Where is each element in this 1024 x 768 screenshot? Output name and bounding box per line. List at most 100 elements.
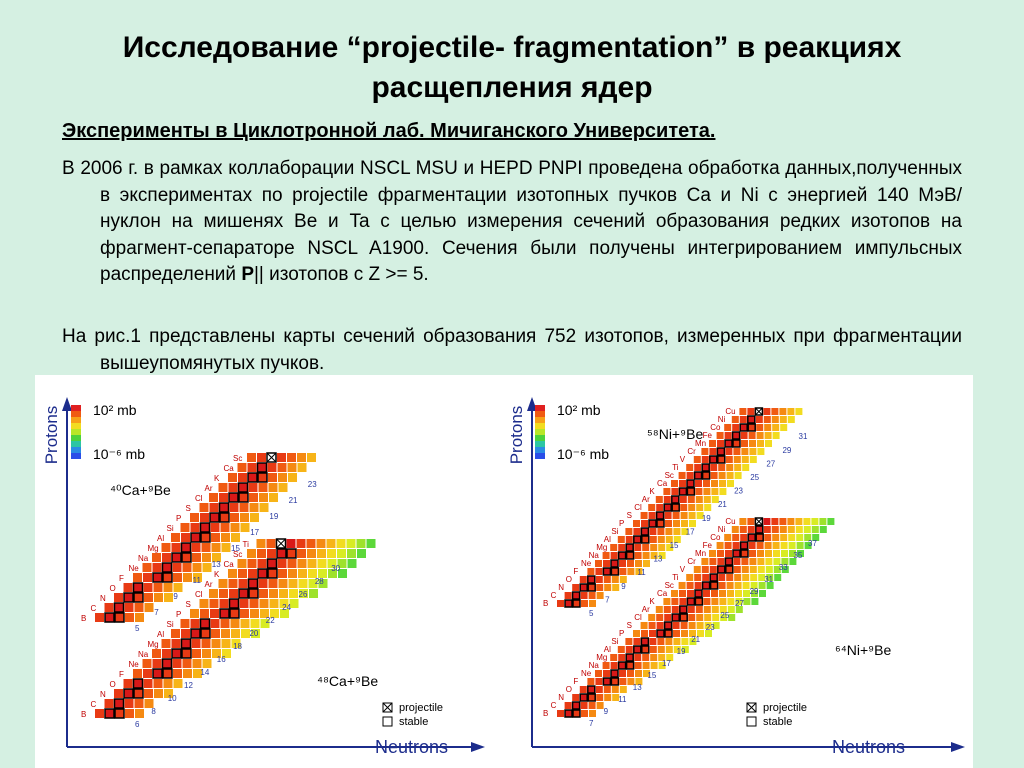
isotope-cell [222, 649, 231, 658]
element-label: P [619, 629, 624, 638]
isotope-cell [804, 534, 812, 541]
isotope-cell [588, 702, 596, 709]
isotope-cell [726, 574, 734, 581]
isotope-cell [143, 669, 152, 678]
isotope-cell [734, 574, 742, 581]
isotope-cell [268, 579, 278, 588]
isotope-cell [679, 496, 687, 503]
isotope-cell [711, 488, 719, 495]
isotope-cell [724, 439, 733, 448]
neutron-number: 5 [589, 609, 594, 618]
neutron-number: 5 [135, 624, 140, 633]
isotope-cell [657, 528, 665, 535]
isotope-cell [237, 482, 249, 493]
neutron-number: 7 [589, 719, 594, 728]
isotope-cell [747, 423, 756, 432]
isotope-cell [640, 637, 650, 646]
isotope-cell [724, 424, 732, 431]
isotope-cell [258, 483, 268, 492]
element-label: Ca [657, 589, 668, 598]
isotope-cell [144, 593, 153, 602]
element-label: Ar [642, 495, 650, 504]
isotope-cell [210, 523, 220, 532]
isotope-cell [338, 569, 347, 578]
isotope-cell [617, 646, 625, 653]
isotope-cell [627, 670, 634, 677]
isotope-cell [731, 431, 741, 440]
isotope-cell [711, 590, 718, 597]
right-x-arrow-icon [951, 742, 965, 752]
isotope-cell [727, 606, 735, 613]
isotope-cell [751, 598, 759, 605]
element-label: Si [611, 637, 618, 646]
isotope-cell [230, 513, 239, 522]
isotope-cell [237, 463, 247, 472]
neutron-number: 13 [212, 560, 221, 569]
isotope-cell [696, 504, 704, 511]
isotope-cell [212, 553, 221, 562]
paragraph-1-bold: P [241, 264, 254, 285]
isotope-cell [701, 558, 709, 565]
isotope-cell [610, 567, 620, 576]
isotope-cell [611, 686, 619, 693]
isotope-cell [211, 543, 221, 552]
isotope-cell [201, 639, 211, 648]
isotope-cell [587, 583, 596, 592]
isotope-cell [673, 528, 681, 535]
left-x-arrow-icon [471, 742, 485, 752]
isotope-cell [618, 544, 626, 551]
isotope-cell [309, 589, 318, 598]
element-label: Mn [695, 439, 706, 448]
neutron-number: 27 [766, 459, 775, 468]
isotope-cell [200, 532, 211, 543]
isotope-cell [811, 518, 819, 525]
element-label: Ti [672, 463, 679, 472]
isotope-cell [688, 622, 696, 629]
isotope-cell [679, 605, 688, 614]
isotope-cell [248, 588, 259, 599]
paragraph-1-text-b: || изотопов с Z >= 5. [254, 264, 429, 285]
isotope-cell [757, 440, 764, 447]
isotope-cell [161, 562, 173, 573]
isotope-cell [610, 669, 619, 678]
isotope-cell [144, 699, 154, 708]
isotope-cell [191, 639, 201, 648]
isotope-cell [306, 539, 316, 548]
isotope-cell [277, 463, 287, 472]
isotope-cell [703, 496, 711, 503]
isotope-cell [787, 416, 795, 423]
neutron-number: 17 [686, 527, 695, 536]
isotope-cell [172, 659, 182, 668]
element-label: N [558, 583, 564, 592]
isotope-cell [678, 472, 686, 479]
isotope-cell [765, 550, 772, 557]
isotope-cell [133, 592, 144, 603]
isotope-cell [780, 424, 788, 431]
element-label: V [680, 455, 686, 464]
isotope-cell [656, 519, 665, 528]
isotope-cell [579, 693, 588, 702]
isotope-cell [152, 563, 162, 572]
isotope-cell [756, 432, 764, 439]
isotope-cell [789, 558, 797, 565]
isotope-cell [604, 694, 612, 701]
isotope-cell [658, 544, 666, 551]
isotope-cell [725, 456, 733, 463]
isotope-cell [749, 456, 757, 463]
isotope-cell [610, 654, 618, 661]
isotope-cell [164, 593, 173, 602]
element-label: Ca [224, 464, 235, 473]
isotope-cell [663, 503, 672, 512]
element-label: P [176, 514, 181, 523]
isotope-cell [611, 576, 619, 583]
element-label: F [119, 670, 124, 679]
isotope-cell [152, 553, 161, 562]
isotope-cell [180, 619, 190, 628]
element-label: Ne [581, 559, 592, 568]
left-reaction-bottom: ⁴⁸Ca+⁹Be [317, 673, 378, 689]
isotope-cell [579, 576, 587, 583]
isotope-cell [694, 589, 703, 598]
isotope-cell [173, 669, 182, 678]
isotope-cell [625, 638, 633, 645]
isotope-cell [741, 456, 749, 463]
